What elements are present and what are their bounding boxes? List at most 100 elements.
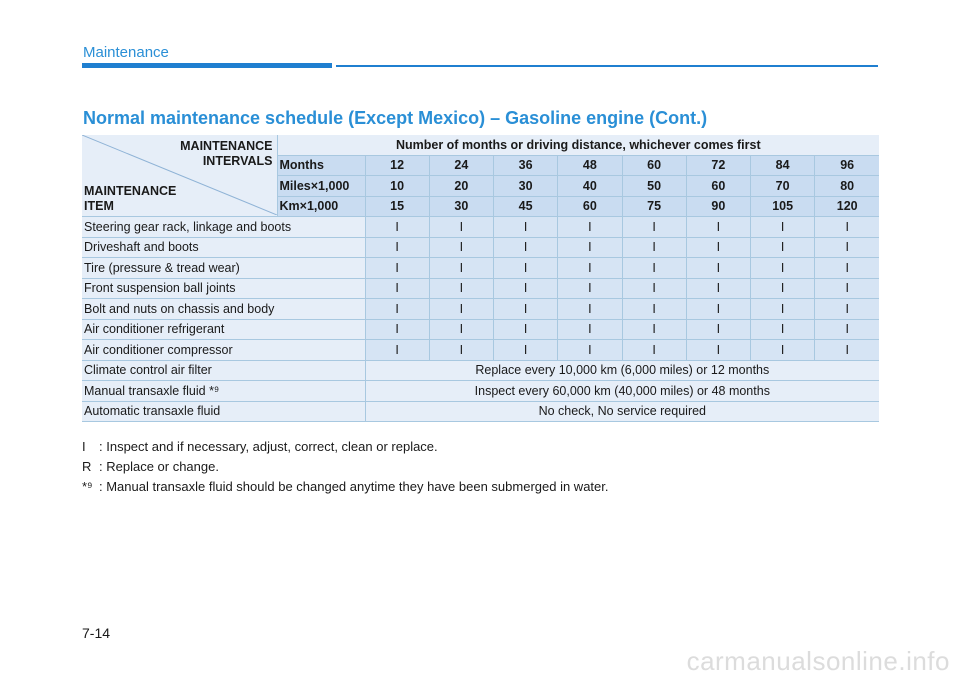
item-mark: I xyxy=(814,278,880,299)
header-rule-thick xyxy=(82,63,332,68)
item-mark: I xyxy=(749,339,815,361)
interval-value: 60 xyxy=(621,155,687,176)
item-mark: I xyxy=(685,216,751,238)
corner-diagonal xyxy=(82,135,277,215)
item-row: Bolt and nuts on chassis and body I I I I I I I… xyxy=(82,298,880,320)
item-mark: I xyxy=(364,339,430,361)
interval-value: 20 xyxy=(428,175,494,197)
item-name: Automatic transaxle fluid xyxy=(82,401,365,422)
page-heading: Normal maintenance schedule (Except Mexi… xyxy=(83,108,708,128)
item-name: Climate control air filter xyxy=(82,360,365,381)
corner-bottom-line: MAINTENANCE xyxy=(84,184,177,198)
legend-text: : Inspect and if necessary, adjust, corr… xyxy=(99,439,438,454)
legend-row: I : Inspect and if necessary, adjust, cor… xyxy=(82,437,609,457)
item-row: Front suspension ball joints I I I I I I I I xyxy=(82,278,880,299)
item-row: Air conditioner compressor I I I I I I I I xyxy=(82,339,880,361)
interval-value: 45 xyxy=(492,196,558,217)
interval-value: 120 xyxy=(814,196,880,217)
interval-value: 40 xyxy=(557,175,622,197)
interval-value: 10 xyxy=(364,175,430,197)
legend-key: I xyxy=(82,439,86,454)
item-mark: I xyxy=(557,278,622,299)
item-name: Manual transaxle fluid *⁹ xyxy=(82,380,365,402)
legend-key: R xyxy=(82,459,92,474)
interval-value: 72 xyxy=(685,155,751,176)
item-row: Air conditioner refrigerant I I I I I I I I xyxy=(82,319,880,340)
interval-label: Miles×1,000 xyxy=(276,175,365,197)
interval-value: 30 xyxy=(492,175,558,197)
item-mark: I xyxy=(364,319,430,340)
interval-value: 24 xyxy=(428,155,494,176)
interval-value: 48 xyxy=(557,155,622,176)
item-mark: I xyxy=(621,339,687,361)
item-mark: I xyxy=(749,319,815,340)
item-mark: I xyxy=(364,298,430,320)
corner-bottom-line: ITEM xyxy=(84,199,114,213)
legend-key: *⁹ xyxy=(82,479,93,494)
item-mark: I xyxy=(492,319,558,340)
item-mark: I xyxy=(621,257,687,279)
item-mark: I xyxy=(364,257,430,279)
interval-value: 80 xyxy=(814,175,880,197)
item-mark: I xyxy=(685,319,751,340)
interval-value: 84 xyxy=(749,155,815,176)
item-mark: I xyxy=(492,339,558,361)
interval-row: Miles×1,000 10 20 30 40 50 60 70 80 xyxy=(82,175,880,197)
interval-value: 96 xyxy=(814,155,880,176)
legend-text: : Replace or change. xyxy=(99,459,219,474)
legend: I : Inspect and if necessary, adjust, cor… xyxy=(82,437,609,497)
item-row: Climate control air filter Replace every … xyxy=(82,360,880,381)
legend-text: : Manual transaxle fluid should be chang… xyxy=(99,479,609,494)
item-mark: I xyxy=(557,257,622,279)
interval-label: Km×1,000 xyxy=(276,196,365,217)
item-row: Driveshaft and boots I I I I I I I I xyxy=(82,237,880,258)
interval-value: 60 xyxy=(557,196,622,217)
item-mark: I xyxy=(428,257,494,279)
item-mark: I xyxy=(814,257,880,279)
item-mark: I xyxy=(621,278,687,299)
interval-value: 36 xyxy=(492,155,558,176)
item-name: Steering gear rack, linkage and boots xyxy=(82,216,365,238)
item-mark: I xyxy=(364,237,430,258)
page-number: 7-14 xyxy=(82,625,111,641)
item-mark: I xyxy=(428,339,494,361)
interval-value: 50 xyxy=(621,175,687,197)
corner-intervals-label: MAINTENANCE INTERVALS xyxy=(180,139,272,169)
item-mark: I xyxy=(492,257,558,279)
item-mark: I xyxy=(492,278,558,299)
item-instruction: Replace every 10,000 km (6,000 miles) or… xyxy=(364,360,880,381)
table-corner-header: MAINTENANCE INTERVALS MAINTENANCE ITEM xyxy=(82,135,277,217)
interval-value: 75 xyxy=(621,196,687,217)
maintenance-schedule-table: MAINTENANCE INTERVALS MAINTENANCE ITEM Numbe… xyxy=(82,135,880,422)
item-row: Automatic transaxle fluid No check, No se… xyxy=(82,401,880,422)
item-name: Driveshaft and boots xyxy=(82,237,365,258)
item-mark: I xyxy=(557,216,622,238)
item-name: Air conditioner refrigerant xyxy=(82,319,365,340)
item-mark: I xyxy=(557,319,622,340)
item-mark: I xyxy=(557,237,622,258)
interval-value: 70 xyxy=(749,175,815,197)
item-mark: I xyxy=(492,298,558,320)
interval-value: 105 xyxy=(749,196,815,217)
interval-row: Km×1,000 15 30 45 60 75 90 105 120 xyxy=(82,196,880,217)
item-mark: I xyxy=(428,298,494,320)
interval-value: 30 xyxy=(428,196,494,217)
item-mark: I xyxy=(557,339,622,361)
item-mark: I xyxy=(685,257,751,279)
item-mark: I xyxy=(685,298,751,320)
item-row: Manual transaxle fluid *⁹ Inspect every 6… xyxy=(82,380,880,402)
item-mark: I xyxy=(428,237,494,258)
interval-row: Months 12 24 36 48 60 72 84 96 xyxy=(82,155,880,176)
legend-row: R : Replace or change. xyxy=(82,457,609,477)
item-mark: I xyxy=(428,319,494,340)
legend-row: *⁹ : Manual transaxle fluid should be cha… xyxy=(82,477,609,497)
item-mark: I xyxy=(621,237,687,258)
item-mark: I xyxy=(557,298,622,320)
item-mark: I xyxy=(492,216,558,238)
item-mark: I xyxy=(428,216,494,238)
interval-value: 90 xyxy=(685,196,751,217)
item-mark: I xyxy=(749,237,815,258)
item-mark: I xyxy=(621,298,687,320)
item-instruction: Inspect every 60,000 km (40,000 miles) o… xyxy=(364,380,880,402)
item-mark: I xyxy=(749,298,815,320)
